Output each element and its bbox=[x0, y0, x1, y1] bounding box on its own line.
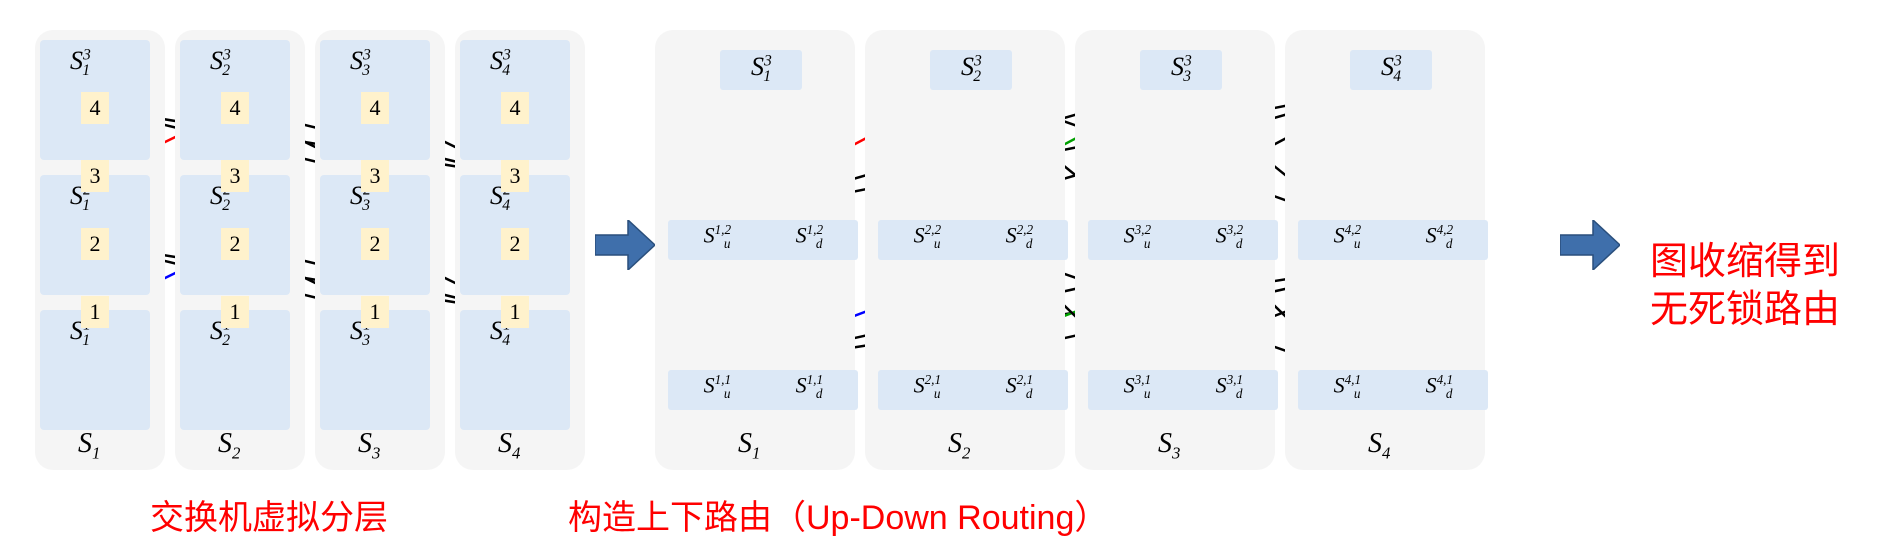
port: 3 bbox=[501, 160, 529, 192]
flow-arrow bbox=[595, 220, 655, 270]
node: S3,1u bbox=[1088, 370, 1186, 410]
node: S1,2d bbox=[760, 220, 858, 260]
caption-right1: 图收缩得到 bbox=[1650, 230, 1840, 285]
node: S2,2u bbox=[878, 220, 976, 260]
port: 4 bbox=[221, 92, 249, 124]
switch-block bbox=[460, 310, 570, 430]
math-label: S4 bbox=[1368, 428, 1390, 464]
node: S1,2u bbox=[668, 220, 766, 260]
port: 2 bbox=[81, 228, 109, 260]
math-label: S32 bbox=[210, 46, 230, 80]
port: 4 bbox=[361, 92, 389, 124]
port: 1 bbox=[221, 296, 249, 328]
port: 1 bbox=[81, 296, 109, 328]
math-label: S3 bbox=[358, 428, 380, 464]
flow-arrow bbox=[1560, 220, 1620, 270]
math-label: S4 bbox=[498, 428, 520, 464]
port: 4 bbox=[501, 92, 529, 124]
port: 3 bbox=[361, 160, 389, 192]
node: S1,1d bbox=[760, 370, 858, 410]
port: 2 bbox=[221, 228, 249, 260]
node: S1,1u bbox=[668, 370, 766, 410]
node: S34 bbox=[1352, 50, 1430, 90]
port: 2 bbox=[361, 228, 389, 260]
math-label: S2 bbox=[948, 428, 970, 464]
math-label: S2 bbox=[218, 428, 240, 464]
node: S33 bbox=[1142, 50, 1220, 90]
switch-block bbox=[40, 310, 150, 430]
node: S3,1d bbox=[1180, 370, 1278, 410]
caption-mid: 构造上下路由（Up-Down Routing） bbox=[568, 490, 1108, 539]
switch-block bbox=[180, 310, 290, 430]
caption-left: 交换机虚拟分层 bbox=[150, 490, 388, 539]
caption-right2: 无死锁路由 bbox=[1650, 278, 1840, 333]
node: S3,2u bbox=[1088, 220, 1186, 260]
math-label: S33 bbox=[350, 46, 370, 80]
math-label: S3 bbox=[1158, 428, 1180, 464]
port: 1 bbox=[361, 296, 389, 328]
port: 3 bbox=[221, 160, 249, 192]
node: S4,2d bbox=[1390, 220, 1488, 260]
node: S32 bbox=[932, 50, 1010, 90]
node: S4,2u bbox=[1298, 220, 1396, 260]
node: S2,1d bbox=[970, 370, 1068, 410]
port: 1 bbox=[501, 296, 529, 328]
port: 3 bbox=[81, 160, 109, 192]
node: S4,1u bbox=[1298, 370, 1396, 410]
node: S3,2d bbox=[1180, 220, 1278, 260]
node: S31 bbox=[722, 50, 800, 90]
port: 4 bbox=[81, 92, 109, 124]
port: 2 bbox=[501, 228, 529, 260]
math-label: S1 bbox=[738, 428, 760, 464]
node: S2,2d bbox=[970, 220, 1068, 260]
switch-block bbox=[320, 310, 430, 430]
math-label: S34 bbox=[490, 46, 510, 80]
math-label: S31 bbox=[70, 46, 90, 80]
math-label: S1 bbox=[78, 428, 100, 464]
node: S2,1u bbox=[878, 370, 976, 410]
node: S4,1d bbox=[1390, 370, 1488, 410]
diagram-root: S31S21S114321S1S32S22S124321S2S33S23S134… bbox=[20, 20, 1884, 540]
